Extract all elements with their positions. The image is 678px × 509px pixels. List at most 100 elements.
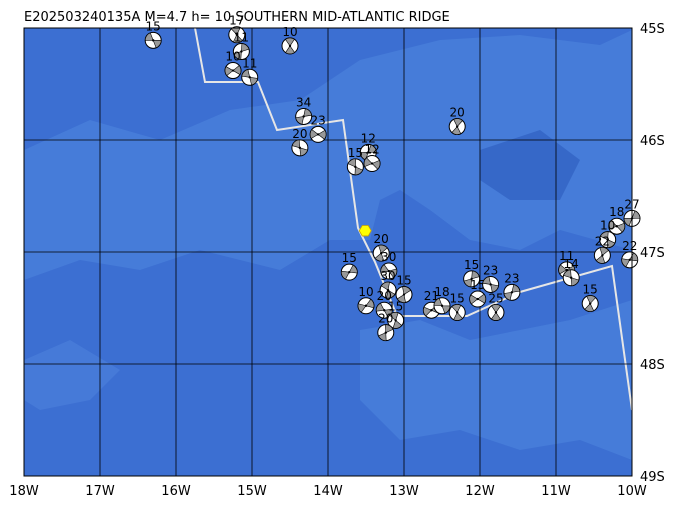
depth-label: 10 xyxy=(225,50,240,64)
beachball-center xyxy=(570,276,573,279)
depth-label: 20 xyxy=(292,127,307,141)
beachball-center xyxy=(370,162,374,165)
depth-label: 21 xyxy=(424,289,439,303)
beachball-center xyxy=(387,269,390,273)
beachball-compression xyxy=(284,37,296,55)
depth-label: 11 xyxy=(234,31,249,45)
lat-label: 47S xyxy=(640,246,665,261)
beachball-center xyxy=(589,302,592,305)
focal-mechanism xyxy=(144,31,162,49)
focal-mechanism xyxy=(340,263,358,281)
depth-label: 20 xyxy=(377,289,392,303)
depth-label: 20 xyxy=(378,312,393,326)
lon-label: 10W xyxy=(617,484,647,499)
focal-mechanism xyxy=(448,303,466,321)
depth-label: 20 xyxy=(374,232,389,246)
beachball-center xyxy=(380,251,383,255)
beachball-center xyxy=(240,50,243,53)
epicenter xyxy=(358,225,372,237)
depth-label: 10 xyxy=(600,219,615,233)
focal-mechanism xyxy=(309,125,327,143)
depth-label: 15 xyxy=(470,278,485,292)
focal-mechanism xyxy=(291,139,309,157)
focal-mechanism xyxy=(346,158,364,176)
lon-label: 15W xyxy=(237,484,267,499)
depth-label: 18 xyxy=(609,205,624,219)
depth-label: 15 xyxy=(348,146,363,160)
focal-mechanism xyxy=(469,290,487,308)
depth-label: 23 xyxy=(310,113,325,127)
focal-mechanism xyxy=(363,155,381,173)
beachball-center xyxy=(348,270,351,274)
beachball-center xyxy=(302,115,305,118)
beachball-center xyxy=(152,39,155,42)
depth-label: 10 xyxy=(282,25,297,39)
focal-mechanism xyxy=(463,270,481,288)
beachball-compression xyxy=(233,43,250,60)
focal-mechanism xyxy=(228,26,246,44)
focal-mechanism xyxy=(224,62,242,80)
focal-mechanism xyxy=(232,43,250,61)
beachball-compression xyxy=(291,139,308,157)
beachball-compression xyxy=(563,269,580,287)
focal-mechanism xyxy=(295,107,313,125)
depth-label: 15 xyxy=(146,19,161,33)
beachball-center xyxy=(606,238,609,241)
focal-mechanism xyxy=(372,244,390,262)
beachball-compression xyxy=(295,108,312,125)
beachball-center xyxy=(316,133,320,136)
focal-mechanism xyxy=(562,269,580,287)
depth-label: 23 xyxy=(483,263,498,277)
beachball-compression xyxy=(374,244,388,262)
lat-label: 46S xyxy=(640,134,665,149)
focal-mechanism xyxy=(599,231,617,249)
beachball-center xyxy=(402,293,406,296)
beachball-center xyxy=(384,331,387,334)
beachball-center xyxy=(354,165,357,169)
focal-mechanism xyxy=(281,37,299,55)
beachball-center xyxy=(248,76,251,79)
beachball-compression xyxy=(451,118,463,135)
beachball-center xyxy=(456,125,459,128)
focal-mechanism xyxy=(503,283,521,301)
beachball-center xyxy=(298,146,302,150)
focal-mechanism xyxy=(482,275,500,293)
depth-label: 10 xyxy=(358,285,373,299)
depth-label: 30 xyxy=(381,250,396,264)
depth-label: 12 xyxy=(361,131,376,145)
beachball-compression xyxy=(490,304,501,321)
focal-mechanism xyxy=(357,297,375,315)
beachball-center xyxy=(288,44,292,48)
beachball-compression xyxy=(451,304,463,321)
beachball-center xyxy=(440,304,444,307)
depth-label: 34 xyxy=(296,95,311,109)
depth-label: 15 xyxy=(464,258,479,272)
lon-label: 16W xyxy=(161,484,191,499)
beachball-compression xyxy=(584,295,597,312)
map-title: E202503240135A M=4.7 h= 10 SOUTHERN MID-… xyxy=(24,10,450,25)
lat-label: 49S xyxy=(640,470,665,485)
focal-mechanism xyxy=(241,68,259,86)
focal-mechanism xyxy=(608,217,626,235)
focal-mechanism xyxy=(448,118,466,136)
focal-mechanism xyxy=(379,281,397,299)
beachball-center xyxy=(235,33,238,36)
lat-label: 48S xyxy=(640,358,665,373)
depth-label: 11 xyxy=(559,249,574,263)
beachball-compression xyxy=(241,69,258,86)
beachball-center xyxy=(364,304,368,307)
depth-label: 18 xyxy=(434,285,449,299)
depth-label: 25 xyxy=(488,291,503,305)
lon-label: 12W xyxy=(465,484,495,499)
lon-label: 17W xyxy=(85,484,115,499)
beachball-center xyxy=(367,151,370,154)
depth-label: 15 xyxy=(342,251,357,265)
beachball-center xyxy=(231,69,235,72)
beachball-compression xyxy=(433,297,451,314)
depth-label: 15 xyxy=(450,291,465,305)
beachball-center xyxy=(386,288,390,292)
focal-mechanism xyxy=(380,262,398,280)
beachball-center xyxy=(430,309,433,312)
depth-label: 22 xyxy=(595,234,610,248)
